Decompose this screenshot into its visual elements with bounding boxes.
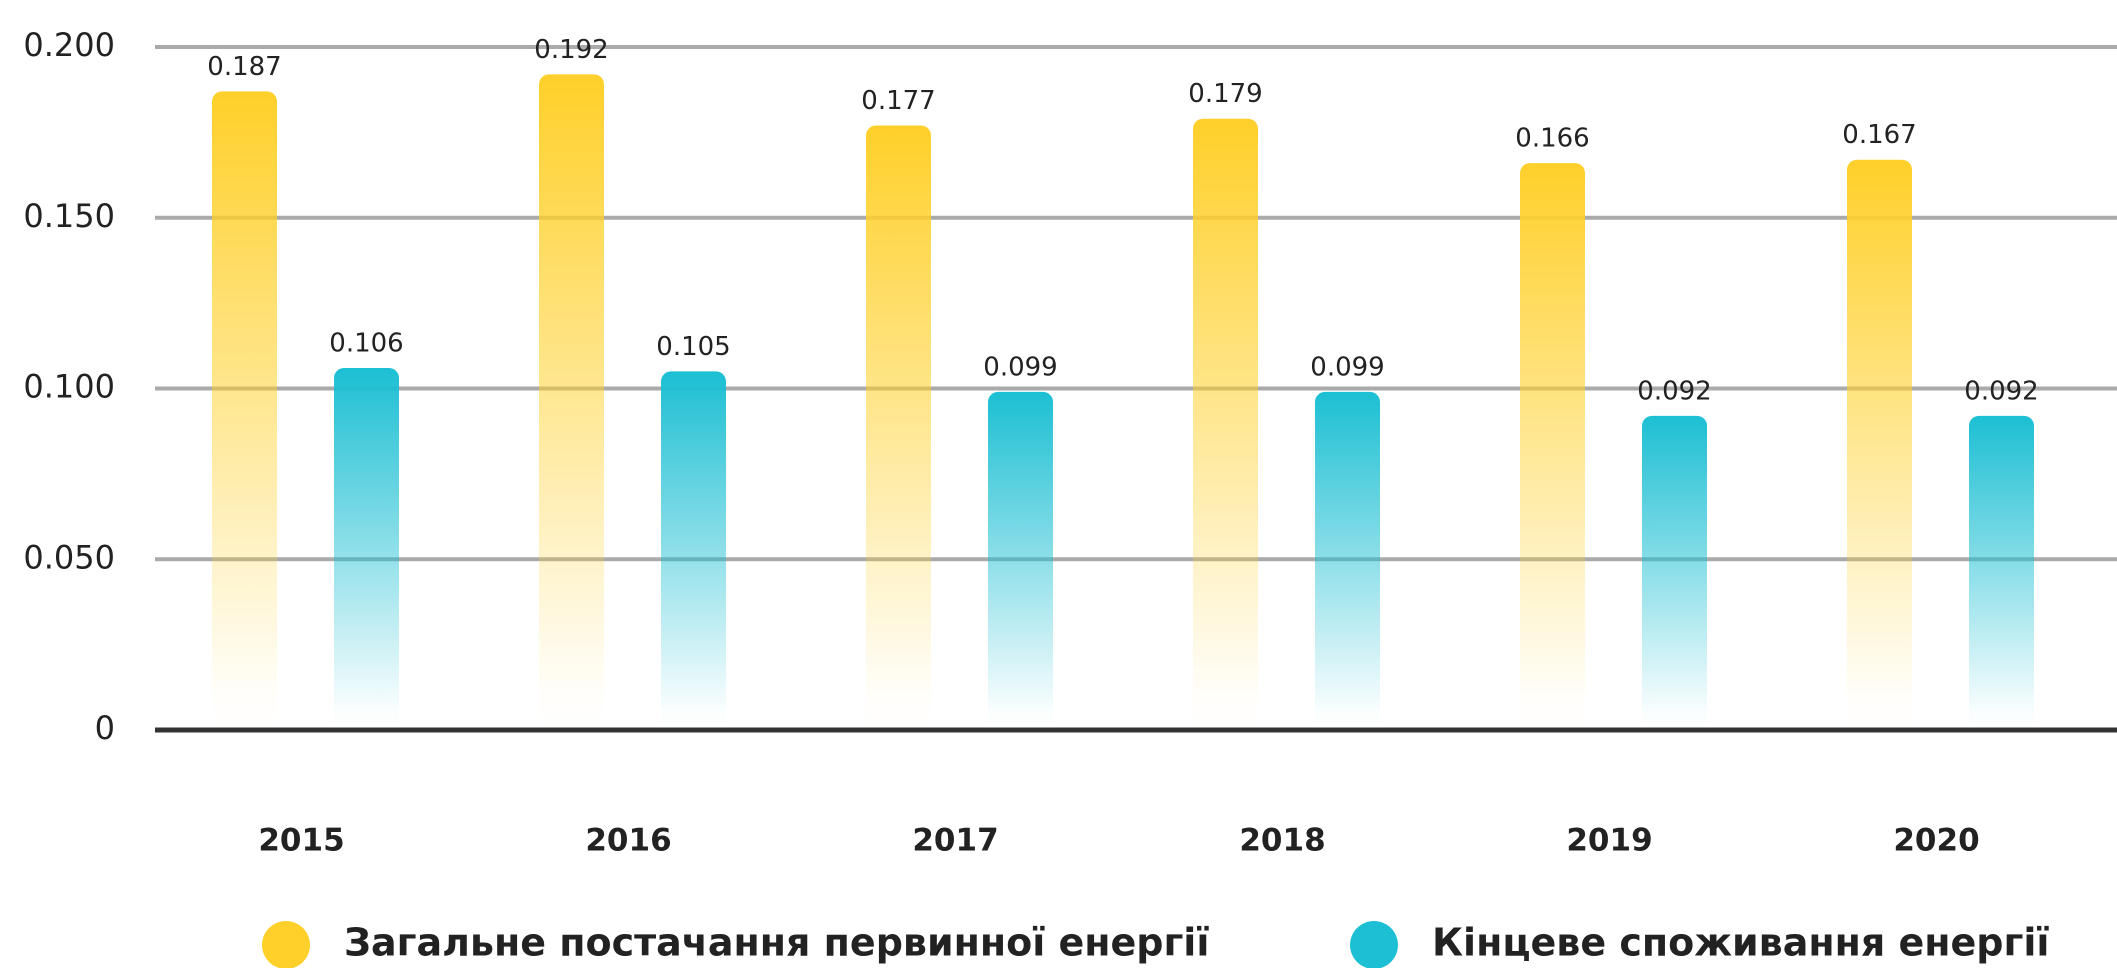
value-label: 0.106 xyxy=(329,329,403,359)
value-label: 0.099 xyxy=(983,352,1057,382)
legend-swatch xyxy=(1350,921,1398,969)
value-label: 0.092 xyxy=(1637,376,1711,406)
y-tick-label: 0 xyxy=(95,709,115,747)
x-tick-label: 2018 xyxy=(1239,823,1325,859)
value-label: 0.105 xyxy=(656,332,730,362)
x-tick-label: 2020 xyxy=(1893,823,1979,859)
value-label: 0.167 xyxy=(1842,120,1916,150)
bar xyxy=(661,371,726,730)
value-label: 0.187 xyxy=(207,52,281,82)
bar xyxy=(539,74,604,730)
legend-label: Кінцеве споживання енергії xyxy=(1432,921,2049,965)
bar xyxy=(334,368,399,730)
value-label: 0.166 xyxy=(1515,124,1589,154)
value-label: 0.092 xyxy=(1964,376,2038,406)
y-tick-label: 0.050 xyxy=(23,538,115,576)
bar xyxy=(866,125,931,731)
bar xyxy=(1642,415,1707,730)
bar xyxy=(1315,391,1380,730)
x-tick-label: 2019 xyxy=(1566,823,1652,859)
value-label: 0.179 xyxy=(1188,79,1262,109)
bar xyxy=(212,91,277,730)
value-label: 0.177 xyxy=(861,86,935,116)
value-label: 0.192 xyxy=(534,35,608,65)
y-tick-label: 0.100 xyxy=(23,368,115,406)
x-tick-label: 2017 xyxy=(912,823,998,859)
x-tick-label: 2016 xyxy=(585,823,671,859)
legend-swatch xyxy=(262,921,310,969)
bar xyxy=(1193,118,1258,731)
bar xyxy=(1520,163,1585,731)
y-tick-label: 0.200 xyxy=(23,26,115,64)
value-label: 0.099 xyxy=(1310,352,1384,382)
x-tick-label: 2015 xyxy=(258,823,344,859)
legend-label: Загальне постачання первинної енергії xyxy=(344,921,1209,965)
bar xyxy=(1847,159,1912,730)
bar xyxy=(988,391,1053,730)
bar xyxy=(1969,415,2034,730)
y-tick-label: 0.150 xyxy=(23,197,115,235)
